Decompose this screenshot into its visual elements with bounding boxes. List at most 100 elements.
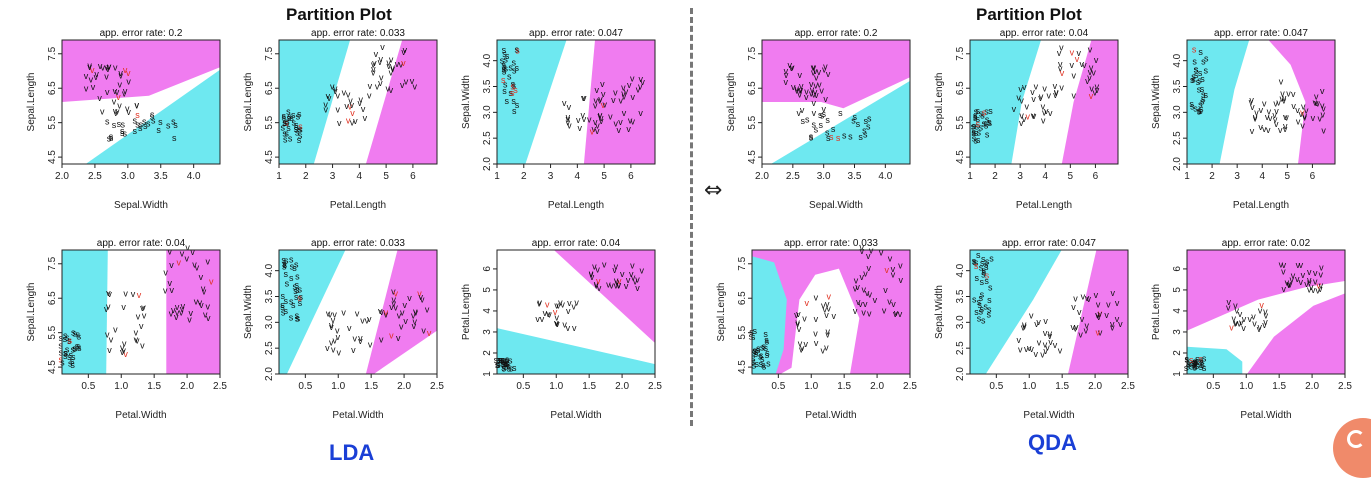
- setosa-region: [85, 69, 220, 164]
- data-point: v: [630, 261, 635, 271]
- plot-title: app. error rate: 0.04: [1000, 28, 1089, 39]
- data-point: v: [537, 298, 542, 308]
- data-point: s: [173, 120, 178, 130]
- x-tick-label: 2.5: [213, 381, 227, 392]
- data-point: v: [812, 90, 817, 100]
- data-point: s: [501, 60, 506, 70]
- y-tick-label: 4.5: [747, 150, 758, 164]
- data-point: v: [163, 267, 168, 277]
- y-tick-label: 3.5: [264, 289, 275, 303]
- data-point: v: [1249, 97, 1254, 107]
- plot-frame: [496, 249, 656, 375]
- data-point: s: [282, 262, 287, 272]
- data-point: v: [105, 87, 110, 97]
- data-point: s: [512, 363, 517, 373]
- data-point: v: [1296, 116, 1301, 126]
- data-point: v: [139, 321, 144, 331]
- x-tick-label: 5: [383, 171, 389, 182]
- data-point: v: [630, 74, 635, 84]
- data-point: s: [985, 115, 990, 125]
- data-point: s: [280, 302, 285, 312]
- data-point: v: [882, 306, 887, 316]
- data-point: v: [1096, 300, 1101, 310]
- data-point: v: [1253, 112, 1258, 122]
- plot-svg: ssssssssssssssssssssssssssssssssssvvvvvv…: [934, 238, 1135, 421]
- x-tick-label: 5: [601, 171, 607, 182]
- data-point: v: [1047, 331, 1052, 341]
- data-point: v: [341, 307, 346, 317]
- data-point: v: [812, 98, 817, 108]
- data-point: v: [379, 72, 384, 82]
- data-point: s: [1187, 357, 1192, 367]
- data-point: s: [286, 123, 291, 133]
- data-point: v: [613, 87, 618, 97]
- data-point: v: [363, 113, 368, 123]
- data-point: s: [295, 314, 300, 324]
- plot-title: app. error rate: 0.047: [1214, 28, 1308, 39]
- data-point: s: [138, 120, 143, 130]
- data-point: s: [1193, 357, 1198, 367]
- x-axis-label: Petal.Length: [1016, 200, 1072, 211]
- y-tick-label: 6.5: [737, 291, 748, 305]
- data-point: s: [60, 358, 65, 368]
- data-point: s: [765, 348, 770, 358]
- data-point: v: [188, 308, 193, 318]
- data-point: v: [616, 280, 621, 290]
- data-point: v: [361, 104, 366, 114]
- x-tick-label: 2.5: [1338, 381, 1352, 392]
- x-axis-label: Sepal.Width: [114, 200, 168, 211]
- data-point: v: [1041, 102, 1046, 112]
- plot-frame: [61, 39, 221, 165]
- data-point: v: [329, 320, 334, 330]
- data-point: s: [109, 133, 114, 143]
- data-point: v: [115, 87, 120, 97]
- assistant-icon[interactable]: [1333, 418, 1371, 478]
- data-point: v: [562, 320, 567, 330]
- data-point: s: [298, 298, 303, 308]
- data-point: s: [981, 316, 986, 326]
- data-point: v: [795, 86, 800, 96]
- data-point: s: [283, 118, 288, 128]
- data-point: v: [175, 308, 180, 318]
- data-point: v: [1031, 110, 1036, 120]
- data-point: v: [800, 105, 805, 115]
- data-point: v: [104, 72, 109, 82]
- data-point: v: [638, 74, 643, 84]
- data-point: s: [509, 363, 514, 373]
- data-point: v: [336, 91, 341, 101]
- data-point: v: [567, 102, 572, 112]
- x-tick-label: 4: [575, 171, 581, 182]
- data-point: v: [593, 101, 598, 111]
- data-point: s: [1204, 66, 1209, 76]
- x-tick-label: 3.5: [154, 171, 168, 182]
- data-point: v: [1300, 120, 1305, 130]
- data-point: v: [594, 85, 599, 95]
- data-point: s: [1200, 96, 1205, 106]
- data-point: s: [166, 121, 171, 131]
- data-point: v: [1088, 67, 1093, 77]
- data-point: v: [1286, 279, 1291, 289]
- data-point: v: [1313, 277, 1318, 287]
- data-point: s: [511, 79, 516, 89]
- y-tick-label: 5: [482, 287, 493, 293]
- data-point: s: [296, 111, 301, 121]
- data-point: v: [412, 321, 417, 331]
- data-point: v: [1248, 314, 1253, 324]
- data-point: s: [974, 307, 979, 317]
- y-tick-label: 3.5: [482, 79, 493, 93]
- data-point: v: [624, 281, 629, 291]
- data-point: v: [885, 265, 890, 275]
- data-point: s: [1197, 106, 1202, 116]
- data-point: s: [765, 350, 770, 360]
- y-axis-label: Sepal.Length: [26, 73, 37, 132]
- data-point: v: [867, 263, 872, 273]
- data-point: s: [1200, 84, 1205, 94]
- data-point: v: [879, 247, 884, 257]
- data-point: s: [73, 329, 78, 339]
- data-point: v: [203, 310, 208, 320]
- data-point: v: [1282, 260, 1287, 270]
- data-point: s: [974, 261, 979, 271]
- data-point: v: [595, 264, 600, 274]
